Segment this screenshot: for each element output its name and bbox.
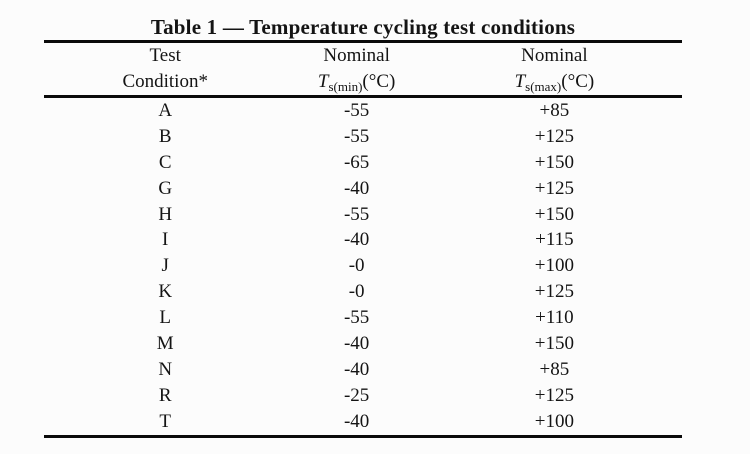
cell-ts-max: +150 xyxy=(534,333,574,355)
cell-ts-max: +100 xyxy=(534,410,574,432)
cell-ts-min: -55 xyxy=(343,307,370,329)
table-row: N -40 +85 xyxy=(44,357,682,383)
header-nominal-tsmax: Nominal Ts(max)(°C) xyxy=(427,43,682,95)
header-tsmax-line1: Nominal xyxy=(521,45,588,66)
header-nominal-tsmin: Nominal Ts(min)(°C) xyxy=(286,43,426,95)
cell-ts-min: -0 xyxy=(348,281,365,303)
table-row: R -25 +125 xyxy=(44,383,682,409)
tsmax-unit: (°C) xyxy=(561,71,595,92)
tsmax-subscript: s(max) xyxy=(525,79,562,94)
cell-test-condition: C xyxy=(158,151,172,173)
table-row: H -55 +150 xyxy=(44,202,682,228)
table1-temperature-cycling: Table 1 — Temperature cycling test condi… xyxy=(44,14,682,438)
cell-ts-min: -0 xyxy=(348,255,365,277)
table-row: A -55 +85 xyxy=(44,98,682,124)
cell-ts-max: +85 xyxy=(539,358,570,380)
header-test-line1: Test xyxy=(149,45,181,66)
header-tsmin-line1: Nominal xyxy=(323,45,390,66)
cell-ts-max: +125 xyxy=(534,384,574,406)
cell-ts-min: -40 xyxy=(343,358,370,380)
table-row: I -40 +115 xyxy=(44,227,682,253)
header-tsmin-line2: Ts(min)(°C) xyxy=(286,68,426,95)
cell-ts-max: +115 xyxy=(535,229,574,251)
header-tsmax-line2: Ts(max)(°C) xyxy=(427,68,682,95)
cell-ts-min: -55 xyxy=(343,203,370,225)
table-row: M -40 +150 xyxy=(44,331,682,357)
table-row: J -0 +100 xyxy=(44,253,682,279)
tsmin-symbol: T xyxy=(317,71,329,92)
cell-ts-max: +125 xyxy=(534,177,574,199)
cell-ts-max: +85 xyxy=(539,100,570,121)
table-row: C -65 +150 xyxy=(44,150,682,176)
cell-test-condition: J xyxy=(161,255,169,277)
header-test-condition: Test Condition* xyxy=(44,43,286,95)
top-rule xyxy=(44,40,682,43)
cell-ts-min: -55 xyxy=(343,100,370,121)
cell-ts-min: -40 xyxy=(343,410,370,432)
cell-ts-min: -25 xyxy=(343,384,370,406)
cell-ts-max: +125 xyxy=(534,125,574,147)
table-header: Test Condition* Nominal Ts(min)(°C) Nomi… xyxy=(44,43,682,95)
table-title: Table 1 — Temperature cycling test condi… xyxy=(150,15,576,39)
tsmin-subscript: s(min) xyxy=(328,79,363,94)
cell-ts-min: -40 xyxy=(343,333,370,355)
table-row: B -55 +125 xyxy=(44,124,682,150)
cell-test-condition: L xyxy=(159,307,172,329)
cell-ts-max: +150 xyxy=(534,151,574,173)
tsmin-unit: (°C) xyxy=(362,71,396,92)
table-row: T -40 +100 xyxy=(44,409,682,435)
cell-ts-max: +150 xyxy=(534,203,574,225)
bottom-rule xyxy=(44,434,682,438)
cell-test-condition: H xyxy=(158,203,173,225)
header-test-line2: Condition* xyxy=(122,71,208,92)
cell-test-condition: G xyxy=(158,177,173,199)
cell-test-condition: B xyxy=(158,125,172,147)
cell-test-condition: T xyxy=(159,410,172,432)
cell-test-condition: K xyxy=(158,281,173,303)
cell-ts-min: -40 xyxy=(343,177,370,199)
table-row: K -0 +125 xyxy=(44,279,682,305)
cell-test-condition: I xyxy=(162,229,169,251)
cell-ts-min: -40 xyxy=(343,229,370,251)
table-body: A -55 +85 B -55 +125 C -65 +150 G xyxy=(44,98,682,435)
cell-ts-min: -55 xyxy=(343,125,370,147)
cell-test-condition: R xyxy=(158,384,172,406)
cell-ts-max: +100 xyxy=(534,255,574,277)
cell-ts-max: +125 xyxy=(534,281,574,303)
cell-test-condition: M xyxy=(156,333,174,355)
table-row: L -55 +110 xyxy=(44,305,682,331)
cell-ts-min: -65 xyxy=(343,151,370,173)
cell-test-condition: N xyxy=(158,358,173,380)
header-rule xyxy=(44,95,682,98)
tsmax-symbol: T xyxy=(514,71,526,92)
cell-test-condition: A xyxy=(158,100,173,121)
table-row: G -40 +125 xyxy=(44,176,682,202)
cell-ts-max: +110 xyxy=(535,307,574,329)
